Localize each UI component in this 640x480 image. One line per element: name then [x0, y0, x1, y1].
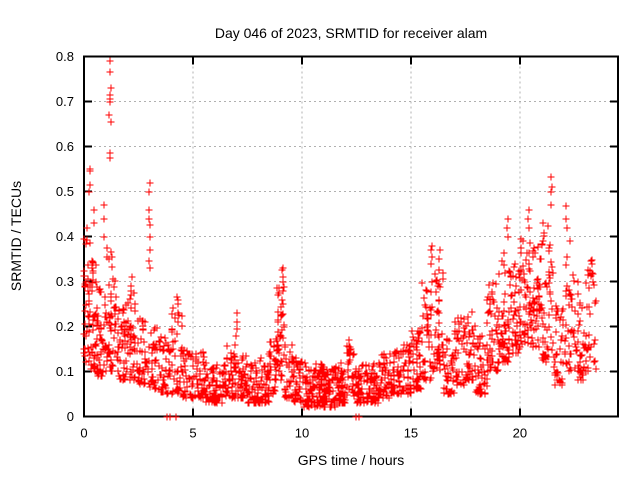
- x-tick-label: 15: [404, 426, 418, 441]
- y-tick-label: 0: [67, 409, 74, 424]
- x-tick-label: 20: [513, 426, 527, 441]
- scatter-points: [80, 57, 600, 421]
- y-tick-label: 0.8: [56, 49, 74, 64]
- y-tick-label: 0.1: [56, 364, 74, 379]
- axis-ticks: [83, 55, 618, 418]
- y-tick-label: 0.4: [56, 229, 74, 244]
- y-tick-label: 0.7: [56, 94, 74, 109]
- x-axis-label: GPS time / hours: [297, 452, 405, 468]
- chart-title: Day 046 of 2023, SRMTID for receiver ala…: [214, 25, 488, 41]
- y-tick-label: 0.2: [56, 319, 74, 334]
- x-tick-label: 10: [295, 426, 309, 441]
- x-tick-label: 0: [80, 426, 87, 441]
- y-tick-label: 0.6: [56, 139, 74, 154]
- x-tick-label: 5: [189, 426, 196, 441]
- gridlines: [84, 56, 618, 417]
- y-tick-label: 0.3: [56, 274, 74, 289]
- y-tick-label: 0.5: [56, 184, 74, 199]
